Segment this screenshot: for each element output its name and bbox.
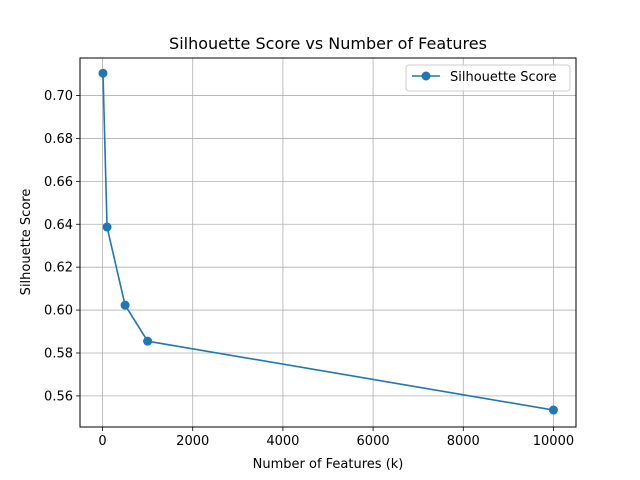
- data-point: [120, 300, 130, 310]
- legend-label: Silhouette Score: [450, 70, 557, 85]
- grid: [80, 58, 576, 427]
- y-tick-label: 0.66: [44, 175, 73, 190]
- plot-frame: [79, 57, 577, 428]
- data-point: [102, 222, 112, 232]
- x-axis-label: Number of Features (k): [253, 457, 404, 472]
- legend: Silhouette Score: [405, 64, 571, 92]
- y-tick-label: 0.62: [44, 261, 73, 276]
- y-tick-label: 0.70: [44, 89, 73, 104]
- x-tick-label: 2000: [176, 434, 209, 449]
- data-point: [548, 405, 558, 415]
- x-tick-label: 10000: [533, 434, 574, 449]
- x-tick-label: 0: [98, 434, 106, 449]
- y-tick-label: 0.56: [44, 389, 73, 404]
- y-tick-label: 0.64: [44, 218, 73, 233]
- chart-title: Silhouette Score vs Number of Features: [169, 34, 487, 53]
- x-tick-label: 4000: [266, 434, 299, 449]
- y-tick-label: 0.60: [44, 304, 73, 319]
- data-point: [143, 336, 153, 346]
- y-tick-label: 0.58: [44, 346, 73, 361]
- y-axis-label: Silhouette Score: [19, 189, 34, 296]
- data-point: [98, 68, 108, 78]
- x-tick-label: 6000: [357, 434, 390, 449]
- x-tick-label: 8000: [447, 434, 480, 449]
- y-tick-label: 0.68: [44, 132, 73, 147]
- ticks: 0 2000 4000 6000 8000 10000 0.56 0.58 0.60 0.62 0.…: [44, 89, 574, 449]
- legend-box: [405, 64, 571, 92]
- legend-marker-swatch: [421, 71, 431, 81]
- series-layer: [98, 68, 558, 415]
